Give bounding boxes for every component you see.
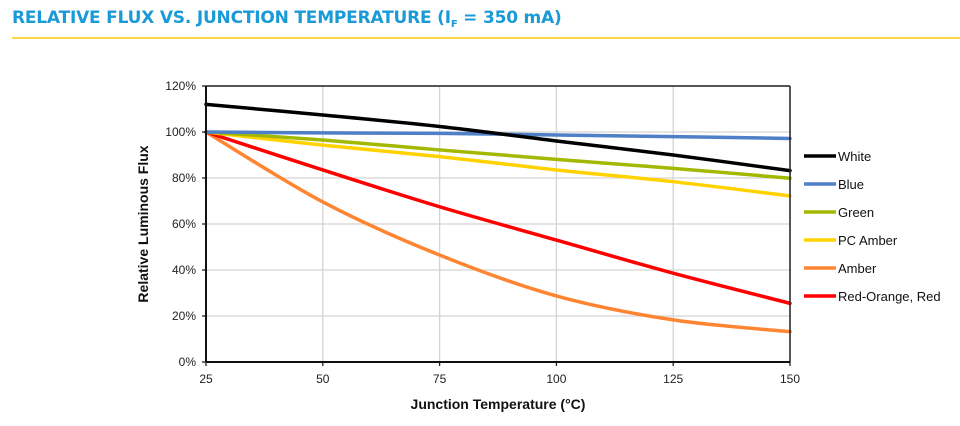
y-tick-label: 100%: [165, 125, 196, 139]
x-tick-label: 100: [546, 372, 566, 386]
y-tick-label: 40%: [172, 263, 196, 277]
title-text: RELATIVE FLUX VS. JUNCTION TEMPERATURE (…: [12, 8, 451, 28]
title-subscript: F: [450, 19, 458, 30]
y-tick-label: 20%: [172, 309, 196, 323]
y-tick-label: 120%: [165, 79, 196, 93]
legend-label: Blue: [838, 177, 864, 192]
y-tick-label: 80%: [172, 171, 196, 185]
tick-labels: 0% 20% 40% 60% 80% 100% 120% 25 50 75 100 125 150: [165, 79, 800, 386]
axes: [202, 85, 791, 366]
legend-label: Amber: [838, 261, 877, 276]
x-axis-label: Junction Temperature (°C): [411, 396, 586, 412]
x-tick-label: 150: [780, 372, 800, 386]
series-line-red-orange-red: [204, 130, 792, 306]
x-tick-label: 75: [433, 372, 447, 386]
legend-item-blue: Blue: [804, 177, 864, 192]
series-line-pc-amber: [204, 130, 792, 198]
legend-label: PC Amber: [838, 233, 898, 248]
x-tick-label: 125: [663, 372, 683, 386]
y-axis-label: Relative Luminous Flux: [135, 145, 151, 302]
legend: White Blue Green PC Amber Amber Red-Orange, R…: [804, 149, 941, 304]
chart-title: RELATIVE FLUX VS. JUNCTION TEMPERATURE (…: [12, 8, 562, 30]
legend-item-pc-amber: PC Amber: [804, 233, 898, 248]
legend-item-red-orange-red: Red-Orange, Red: [804, 289, 941, 304]
legend-label: White: [838, 149, 871, 164]
y-tick-label: 0%: [179, 355, 197, 369]
y-tick-label: 60%: [172, 217, 196, 231]
title-divider: [12, 37, 960, 39]
series-lines: [204, 102, 792, 334]
legend-label: Green: [838, 205, 874, 220]
legend-item-white: White: [804, 149, 871, 164]
series-line-amber: [204, 130, 792, 334]
legend-label: Red-Orange, Red: [838, 289, 941, 304]
x-tick-label: 50: [316, 372, 330, 386]
legend-item-green: Green: [804, 205, 874, 220]
title-text-end: = 350 mA): [457, 8, 562, 28]
x-tick-label: 25: [199, 372, 213, 386]
legend-item-amber: Amber: [804, 261, 877, 276]
series-line-green: [204, 130, 792, 180]
series-line-white: [204, 102, 792, 173]
